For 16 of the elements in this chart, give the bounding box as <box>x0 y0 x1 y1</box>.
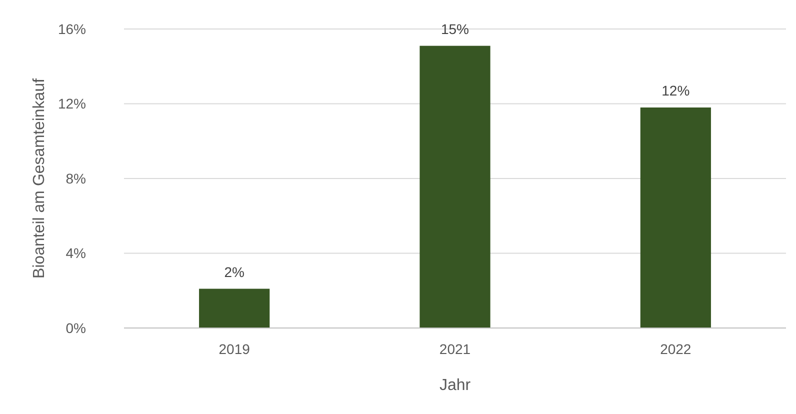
y-axis-title: Bioanteil am Gesamteinkauf <box>31 78 48 279</box>
x-tick-label: 2019 <box>218 341 250 357</box>
y-tick-label: 4% <box>66 245 86 262</box>
x-tick-label: 2021 <box>439 341 471 357</box>
x-axis-title: Jahr <box>439 377 472 394</box>
y-tick-label: 16% <box>58 20 86 37</box>
data-label: 12% <box>662 82 690 98</box>
y-tick-label: 12% <box>58 96 86 112</box>
bar <box>640 107 711 328</box>
bar <box>199 288 270 328</box>
y-tick-label: 0% <box>66 320 86 336</box>
y-tick-label: 8% <box>66 170 86 186</box>
data-label: 2% <box>224 264 244 280</box>
x-tick-label: 2022 <box>660 341 692 357</box>
data-label: 15% <box>440 20 470 37</box>
bar <box>420 46 490 328</box>
